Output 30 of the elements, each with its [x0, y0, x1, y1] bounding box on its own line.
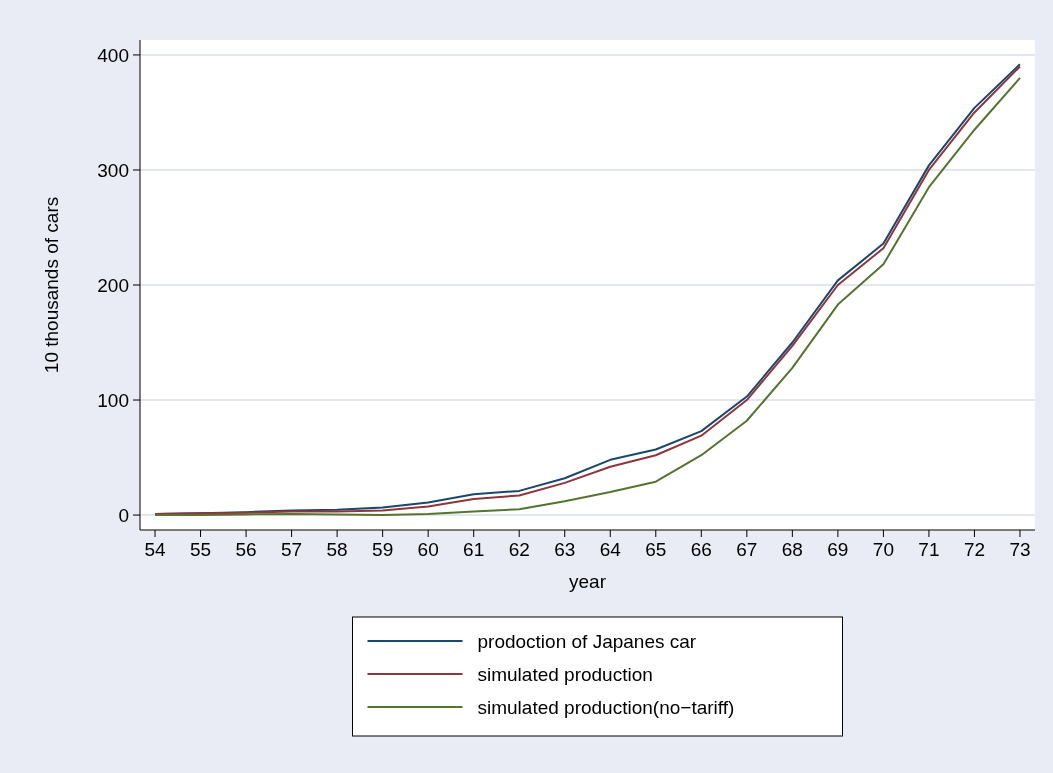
y-tick-label: 400 — [97, 44, 129, 66]
x-tick-label: 63 — [554, 539, 576, 560]
x-tick-label: 64 — [599, 539, 622, 560]
x-tick-label: 71 — [918, 539, 940, 560]
y-tick-label: 100 — [97, 389, 129, 411]
x-tick-label: 65 — [645, 539, 667, 560]
y-axis-title: 10 thousands of cars — [41, 196, 62, 374]
y-tick-label: 200 — [97, 274, 129, 296]
x-tick-label: 54 — [144, 539, 167, 560]
x-tick-label: 68 — [781, 539, 803, 560]
x-tick-label: 61 — [463, 539, 485, 560]
legend-label: prodoction of Japanes car — [477, 630, 697, 652]
x-tick-label: 72 — [963, 539, 986, 560]
legend-label: simulated production(no−tariff) — [477, 696, 735, 718]
x-tick-label: 66 — [690, 539, 712, 560]
y-tick-label: 0 — [118, 504, 129, 526]
x-tick-label: 62 — [508, 539, 530, 560]
x-tick-label: 55 — [189, 539, 212, 560]
x-tick-label: 69 — [827, 539, 849, 560]
x-tick-label: 70 — [872, 539, 894, 560]
x-tick-label: 73 — [1009, 539, 1031, 560]
x-axis-title: year — [569, 571, 607, 592]
y-tick-label: 300 — [97, 159, 129, 181]
x-tick-label: 57 — [281, 539, 303, 560]
legend-label: simulated production — [477, 663, 653, 685]
x-tick-label: 58 — [326, 539, 348, 560]
x-tick-label: 59 — [372, 539, 394, 560]
x-tick-label: 56 — [235, 539, 257, 560]
x-tick-label: 67 — [736, 539, 758, 560]
x-tick-label: 60 — [417, 539, 439, 560]
